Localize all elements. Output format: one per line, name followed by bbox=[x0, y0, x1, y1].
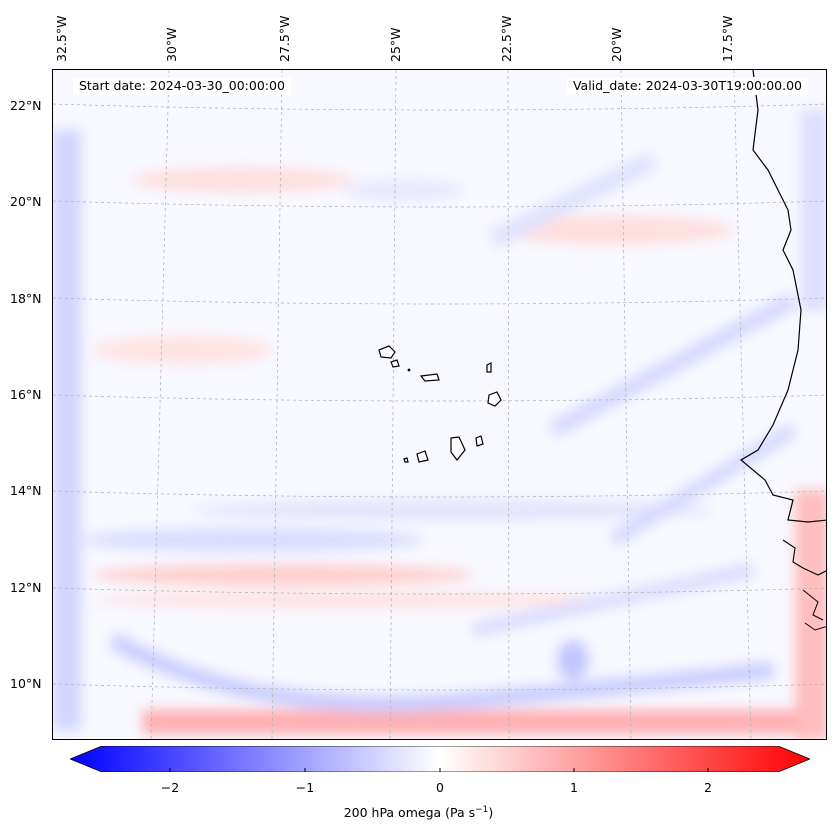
start-date-label: Start date: 2024-03-30_00:00:00 bbox=[73, 77, 291, 95]
cape-verde-islands bbox=[378, 345, 502, 463]
lon-label-30w: 30°W bbox=[164, 27, 179, 62]
colorbar-tick-2: 2 bbox=[704, 780, 712, 795]
lat-label-14n: 14°N bbox=[10, 483, 42, 498]
lon-label-17-5w: 17.5°W bbox=[720, 15, 735, 62]
map-panel[interactable] bbox=[52, 69, 827, 740]
lon-label-27-5w: 27.5°W bbox=[277, 15, 292, 62]
colorbar-bar bbox=[70, 746, 810, 772]
lon-label-25w: 25°W bbox=[388, 27, 403, 62]
lat-label-20n: 20°N bbox=[10, 194, 42, 209]
lat-label-22n: 22°N bbox=[10, 98, 42, 113]
map-background bbox=[53, 70, 826, 739]
colorbar-label-main: 200 hPa omega (Pa s bbox=[343, 805, 476, 821]
colorbar bbox=[70, 746, 810, 772]
omega-field-map bbox=[53, 70, 826, 739]
lon-label-22-5w: 22.5°W bbox=[499, 15, 514, 62]
colorbar-tick-neg1: −1 bbox=[295, 780, 315, 795]
colorbar-tick-neg2: −2 bbox=[160, 780, 180, 795]
colorbar-tick-1: 1 bbox=[570, 780, 578, 795]
valid-date-label: Valid_date: 2024-03-30T19:00:00.00 bbox=[566, 77, 808, 95]
colorbar-label: 200 hPa omega (Pa s−1) bbox=[0, 805, 837, 820]
omega-field bbox=[53, 110, 826, 739]
africa-coastline bbox=[739, 70, 826, 523]
colorbar-label-close: ) bbox=[488, 805, 494, 821]
colorbar-tick-0: 0 bbox=[436, 780, 444, 795]
lat-label-18n: 18°N bbox=[10, 291, 42, 306]
lon-label-20w: 20°W bbox=[609, 27, 624, 62]
lat-label-12n: 12°N bbox=[10, 580, 42, 595]
colorbar-label-exponent: −1 bbox=[475, 805, 489, 815]
lat-label-16n: 16°N bbox=[10, 387, 42, 402]
graticule bbox=[53, 70, 826, 739]
lat-label-10n: 10°N bbox=[10, 676, 42, 691]
lon-label-32-5w: 32.5°W bbox=[54, 15, 69, 62]
